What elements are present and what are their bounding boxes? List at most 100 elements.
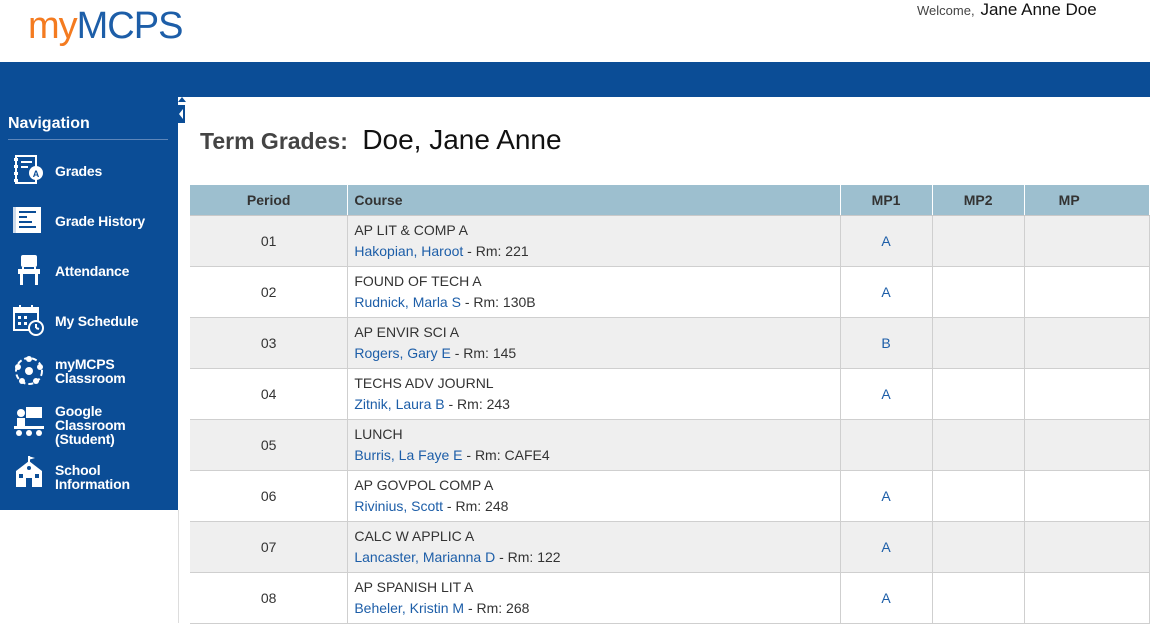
course-cell: AP SPANISH LIT A Beheler, Kristin M - Rm:… [347,572,841,624]
table-header-row: Period Course MP1 MP2 MP [190,185,1150,216]
teacher-link[interactable]: Lancaster, Marianna D [354,549,496,565]
period-cell: 08 [190,572,349,624]
sidebar-item-label: Grade History [55,213,145,229]
mp3-cell [1024,317,1150,369]
teacher-link[interactable]: Zitnik, Laura B [354,396,445,412]
mp2-cell [932,215,1025,267]
course-name: AP GOVPOL COMP A [354,477,494,493]
mp1-grade-link[interactable]: B [881,335,891,351]
calendar-clock-icon [13,305,44,336]
room-text: - Rm: 243 [444,396,510,412]
course-name: CALC W APPLIC A [354,528,475,544]
header-mp1[interactable]: MP1 [840,185,933,216]
sidebar-item-label: My Schedule [55,313,139,329]
mp3-cell [1024,368,1150,420]
label-line: School [55,462,101,478]
label-line: Google [55,403,103,419]
header-course[interactable]: Course [347,185,841,216]
sidebar-collapse-toggle[interactable] [178,97,193,123]
teacher-link[interactable]: Rudnick, Marla S [354,294,461,310]
teacher-link[interactable]: Burris, La Faye E [354,447,463,463]
period-cell: 03 [190,317,349,369]
mp1-grade-link[interactable]: A [881,386,891,402]
mp2-cell [932,368,1025,420]
mymcps-logo[interactable]: myMCPS [28,4,183,48]
mp3-cell [1024,419,1150,471]
sidebar-nav: Navigation A Grades Grade History [0,97,178,510]
welcome-label: Welcome, [917,3,975,18]
grades-icon: A [14,155,43,184]
course-name: AP ENVIR SCI A [354,324,460,340]
course-cell: TECHS ADV JOURNL Zitnik, Laura B - Rm: 24… [347,368,841,420]
course-cell: AP GOVPOL COMP A Rivinius, Scott - Rm: 24… [347,470,841,522]
teacher-link[interactable]: Rivinius, Scott [354,498,444,514]
sidebar-item-grades[interactable]: A Grades [0,149,178,193]
teacher-line: Hakopian, Haroot - Rm: 221 [354,240,839,262]
logo-my-text: my [28,5,78,47]
sidebar-item-label: Attendance [55,263,130,279]
teacher-line: Rivinius, Scott - Rm: 248 [354,495,839,517]
sidebar-item-my-schedule[interactable]: My Schedule [0,299,178,343]
table-row: 05 LUNCH Burris, La Faye E - Rm: CAFE4 [190,419,1150,471]
welcome-message: Welcome, Jane Anne Doe [917,0,1097,20]
course-name: AP LIT & COMP A [354,222,468,238]
mp1-grade-link[interactable]: A [881,539,891,555]
room-text: - Rm: 145 [450,345,517,361]
teacher-line: Zitnik, Laura B - Rm: 243 [354,393,839,415]
header-mp3[interactable]: MP [1024,185,1150,216]
course-cell: AP ENVIR SCI A Rogers, Gary E - Rm: 145 [347,317,841,369]
grade-history-icon [13,207,41,233]
teacher-link[interactable]: Rogers, Gary E [354,345,451,361]
table-body: 01 AP LIT & COMP A Hakopian, Haroot - Rm: … [190,215,1150,624]
teacher-line: Rogers, Gary E - Rm: 145 [354,342,839,364]
mp1-cell: A [840,215,933,267]
mp1-grade-link[interactable]: A [881,284,891,300]
sidebar-item-label: Grades [55,163,103,179]
period-cell: 07 [190,521,349,573]
course-name: LUNCH [354,426,403,442]
page-title: Term Grades: Doe, Jane Anne [200,124,562,156]
mp1-cell: B [840,317,933,369]
course-cell: FOUND OF TECH A Rudnick, Marla S - Rm: 13… [347,266,841,318]
sidebar-item-attendance[interactable]: Attendance [0,249,178,293]
mp1-grade-link[interactable]: A [881,590,891,606]
mp3-cell [1024,572,1150,624]
teacher-link[interactable]: Hakopian, Haroot [354,243,464,259]
mp2-cell [932,470,1025,522]
header-period[interactable]: Period [190,185,349,216]
period-cell: 04 [190,368,349,420]
top-header: myMCPS Welcome, Jane Anne Doe [0,0,1150,50]
course-cell: LUNCH Burris, La Faye E - Rm: CAFE4 [347,419,841,471]
table-row: 01 AP LIT & COMP A Hakopian, Haroot - Rm: … [190,215,1150,267]
sidebar-item-grade-history[interactable]: Grade History [0,199,178,243]
teacher-line: Rudnick, Marla S - Rm: 130B [354,291,839,313]
header-mp2[interactable]: MP2 [932,185,1025,216]
mp3-cell [1024,521,1150,573]
sidebar-item-google-classroom[interactable]: Google Classroom (Student) [0,399,178,446]
sidebar-item-school-information[interactable]: School Information [0,453,178,497]
course-name: FOUND OF TECH A [354,273,482,289]
room-text: - Rm: 130B [460,294,536,310]
mp1-cell: A [840,368,933,420]
period-cell: 06 [190,470,349,522]
teacher-link[interactable]: Beheler, Kristin M [354,600,465,616]
mp1-grade-link[interactable]: A [881,488,891,504]
mp3-cell [1024,215,1150,267]
table-row: 03 AP ENVIR SCI A Rogers, Gary E - Rm: 145… [190,317,1150,369]
label-line: Classroom [55,370,126,386]
mp3-cell [1024,470,1150,522]
mp1-cell [840,419,933,471]
teacher-line: Beheler, Kristin M - Rm: 268 [354,597,839,619]
room-text: - Rm: 248 [443,498,509,514]
nav-divider [8,139,168,140]
label-line: (Student) [55,431,115,447]
header-bar [0,62,1150,97]
term-grades-label: Term Grades: [200,128,348,154]
mp1-cell: A [840,470,933,522]
mp1-grade-link[interactable]: A [881,233,891,249]
student-name: Doe, Jane Anne [362,124,562,155]
course-name: TECHS ADV JOURNL [354,375,494,391]
sidebar-item-label: myMCPS Classroom [55,357,126,385]
sidebar-item-mymcps-classroom[interactable]: myMCPS Classroom [0,349,178,393]
mp2-cell [932,419,1025,471]
